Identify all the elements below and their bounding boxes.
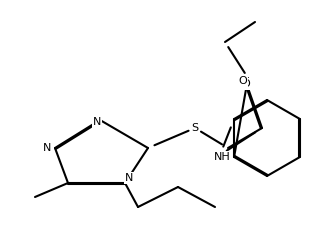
- Text: O: O: [238, 76, 247, 86]
- Text: N: N: [93, 117, 101, 127]
- Text: N: N: [43, 143, 51, 153]
- Text: O: O: [242, 79, 250, 89]
- Text: S: S: [191, 123, 198, 133]
- Text: NH: NH: [214, 152, 230, 162]
- Text: N: N: [125, 173, 133, 183]
